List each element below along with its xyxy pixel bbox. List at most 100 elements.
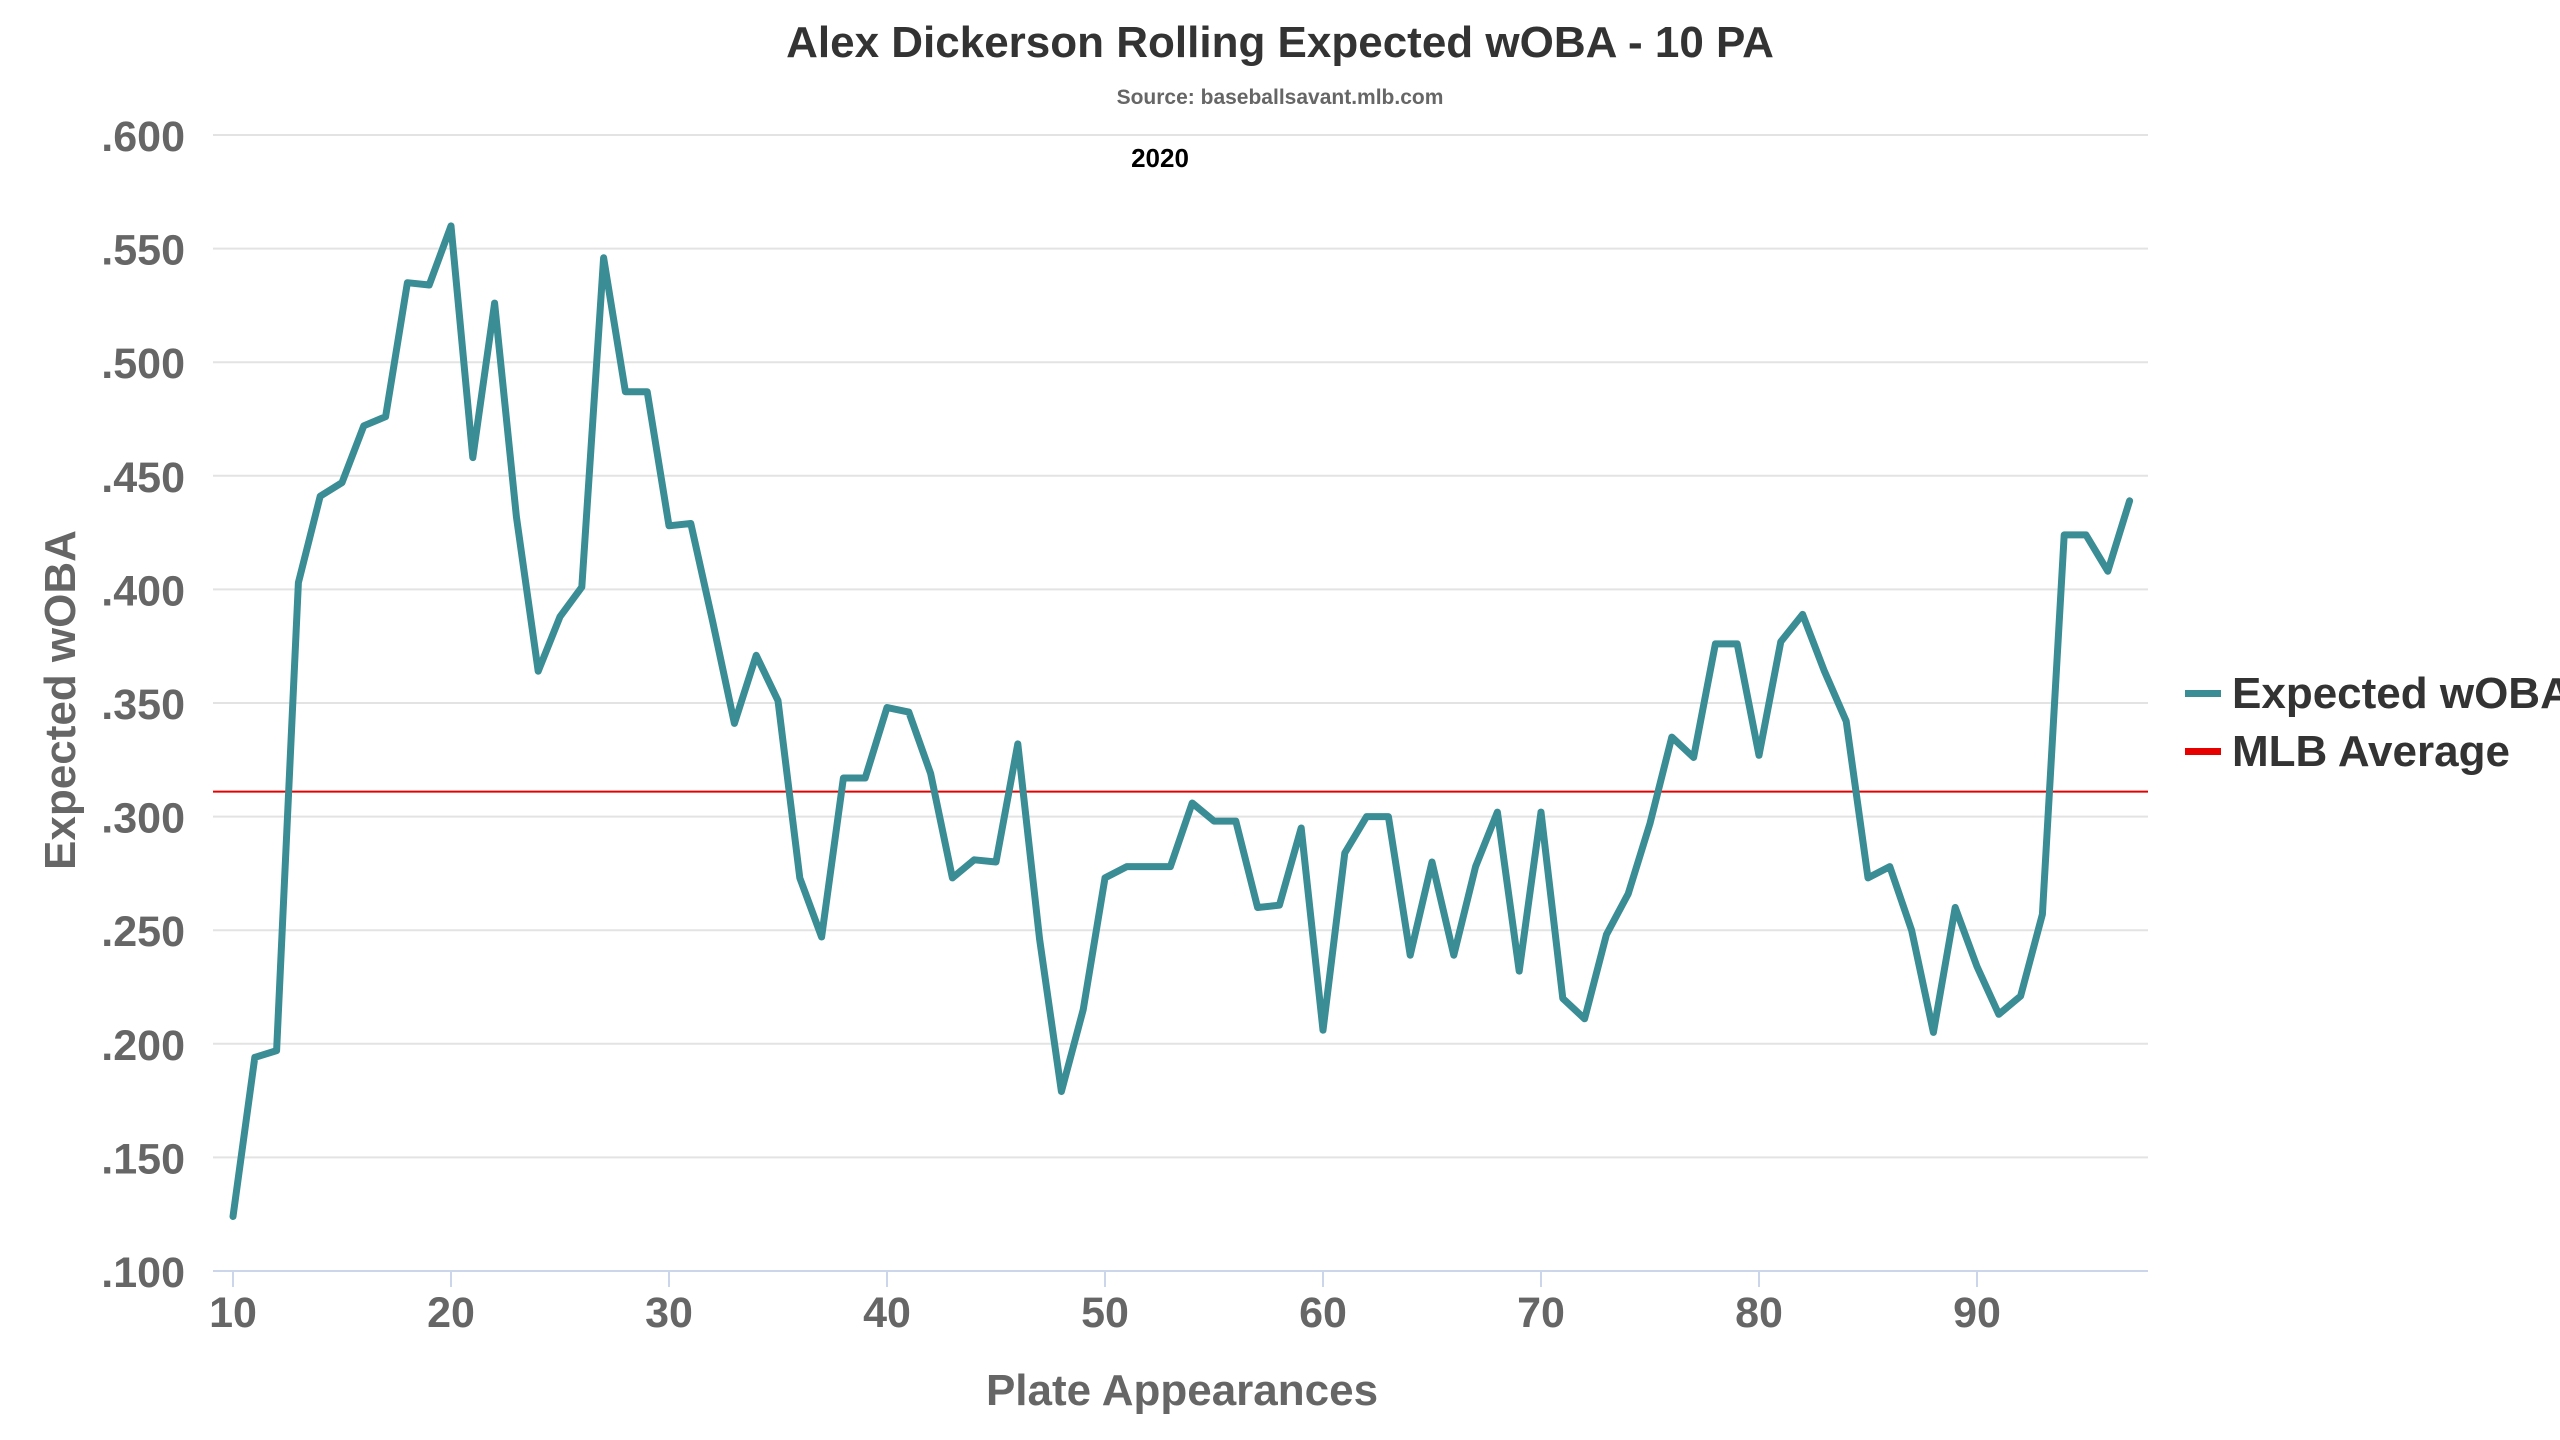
data-point[interactable] (1908, 926, 1916, 934)
legend-swatch-expected-woba (2185, 690, 2221, 697)
data-point[interactable] (709, 617, 717, 625)
data-point[interactable] (1057, 1088, 1065, 1096)
data-point[interactable] (1711, 640, 1719, 648)
y-tick-label: .200 (101, 1022, 185, 1070)
data-point[interactable] (1690, 754, 1698, 762)
data-point[interactable] (883, 704, 891, 712)
data-point[interactable] (1777, 638, 1785, 646)
data-point[interactable] (360, 422, 368, 430)
data-point[interactable] (425, 281, 433, 289)
data-point[interactable] (1275, 901, 1283, 909)
data-point[interactable] (1036, 935, 1044, 943)
data-point[interactable] (1581, 1015, 1589, 1023)
data-point[interactable] (948, 874, 956, 882)
data-point[interactable] (1123, 863, 1131, 871)
data-point[interactable] (1166, 863, 1174, 871)
data-point[interactable] (251, 1053, 259, 1061)
data-point[interactable] (1602, 931, 1610, 939)
y-tick-label: .250 (101, 908, 185, 956)
x-tick-label: 70 (1517, 1289, 1565, 1337)
data-point[interactable] (229, 1212, 237, 1220)
data-point[interactable] (316, 492, 324, 500)
data-point[interactable] (796, 874, 804, 882)
data-point[interactable] (600, 254, 608, 262)
data-point[interactable] (1232, 817, 1240, 825)
data-point[interactable] (927, 769, 935, 777)
data-point[interactable] (1886, 863, 1894, 871)
data-point[interactable] (1254, 903, 1262, 911)
data-point[interactable] (970, 856, 978, 864)
data-point[interactable] (294, 579, 302, 587)
data-point[interactable] (665, 522, 673, 530)
data-point[interactable] (643, 388, 651, 396)
data-point[interactable] (1515, 967, 1523, 975)
axis-layer: .100 .150 .200 .250 .300 .350 .400 .450 .500 .550… (101, 113, 2148, 1337)
data-point[interactable] (1973, 963, 1981, 971)
data-point[interactable] (861, 774, 869, 782)
data-point[interactable] (2060, 531, 2068, 539)
data-point[interactable] (403, 279, 411, 287)
data-point[interactable] (1755, 751, 1763, 759)
data-point[interactable] (1101, 874, 1109, 882)
data-point[interactable] (1951, 903, 1959, 911)
data-point[interactable] (818, 933, 826, 941)
y-tick-label: .100 (101, 1249, 185, 1297)
data-point[interactable] (1668, 733, 1676, 741)
data-point[interactable] (1537, 808, 1545, 816)
data-point[interactable] (512, 513, 520, 521)
data-point[interactable] (730, 719, 738, 727)
data-point[interactable] (1297, 824, 1305, 832)
data-point[interactable] (1842, 717, 1850, 725)
data-point[interactable] (687, 520, 695, 528)
data-point[interactable] (2126, 497, 2134, 505)
data-point[interactable] (992, 858, 1000, 866)
data-point[interactable] (1929, 1028, 1937, 1036)
data-point[interactable] (2082, 531, 2090, 539)
data-point[interactable] (905, 708, 913, 716)
data-point[interactable] (1799, 610, 1807, 618)
data-point[interactable] (1210, 817, 1218, 825)
data-point[interactable] (469, 454, 477, 462)
y-tick-label: .300 (101, 795, 185, 843)
data-point[interactable] (1341, 849, 1349, 857)
data-point[interactable] (1995, 1010, 2003, 1018)
data-point[interactable] (1428, 858, 1436, 866)
data-point[interactable] (1319, 1026, 1327, 1034)
data-point[interactable] (1646, 819, 1654, 827)
data-point[interactable] (1406, 951, 1414, 959)
data-point[interactable] (1559, 994, 1567, 1002)
x-tick-label: 10 (209, 1289, 257, 1337)
data-point[interactable] (578, 583, 586, 591)
data-point[interactable] (2038, 910, 2046, 918)
data-point[interactable] (1384, 813, 1392, 821)
data-point[interactable] (2017, 992, 2025, 1000)
data-point[interactable] (1624, 890, 1632, 898)
data-point[interactable] (556, 613, 564, 621)
data-point[interactable] (1733, 640, 1741, 648)
data-point[interactable] (2104, 567, 2112, 575)
data-point[interactable] (1188, 799, 1196, 807)
data-point[interactable] (1363, 813, 1371, 821)
data-point[interactable] (1450, 951, 1458, 959)
data-point[interactable] (338, 479, 346, 487)
data-point[interactable] (382, 413, 390, 421)
data-point[interactable] (273, 1047, 281, 1055)
y-tick-label: .500 (101, 340, 185, 388)
data-point[interactable] (1820, 667, 1828, 675)
data-point[interactable] (752, 651, 760, 659)
data-point[interactable] (839, 774, 847, 782)
data-point[interactable] (1493, 808, 1501, 816)
data-point[interactable] (1079, 1006, 1087, 1014)
legend-item-expected-woba[interactable]: Expected wOBA (2185, 669, 2560, 718)
data-point[interactable] (1014, 740, 1022, 748)
data-point[interactable] (534, 667, 542, 675)
data-point[interactable] (774, 697, 782, 705)
legend-item-mlb-average[interactable]: MLB Average (2185, 727, 2510, 776)
data-point[interactable] (491, 299, 499, 307)
data-point[interactable] (1145, 863, 1153, 871)
data-point[interactable] (1864, 874, 1872, 882)
data-point[interactable] (621, 388, 629, 396)
data-point[interactable] (447, 222, 455, 230)
data-point[interactable] (1472, 863, 1480, 871)
